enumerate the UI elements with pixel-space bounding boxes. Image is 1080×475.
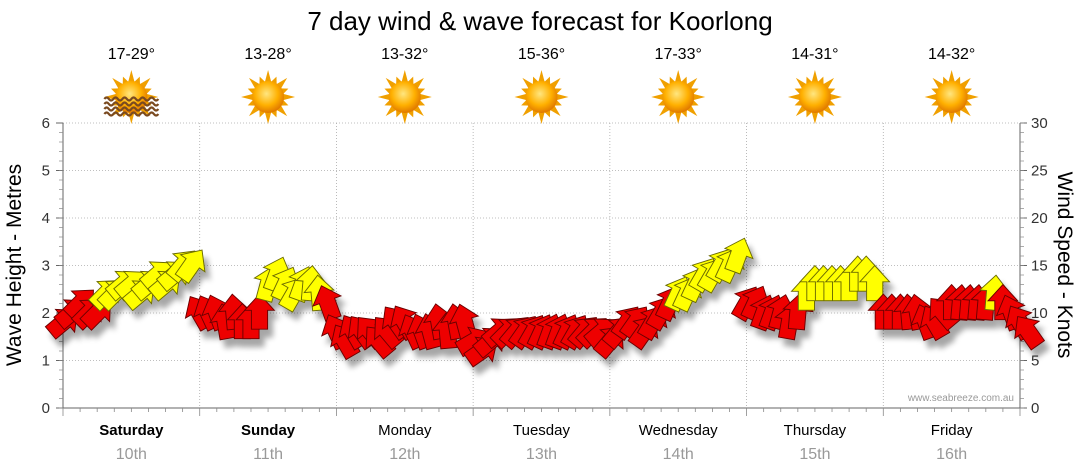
sun-ray [692,93,706,101]
left-tick-label: 5 [42,163,50,180]
sun-ray [948,111,955,124]
left-axis-title: Wave Height - Metres [3,164,26,366]
sun-icon [651,70,706,124]
sun-ray [651,93,664,101]
day-temperature: 15-36° [518,46,565,63]
sun-ray [419,93,432,101]
wind-arrow [243,293,276,330]
sun-ray [514,93,527,101]
sun-ray [241,93,254,101]
sun-ray [811,70,819,83]
right-tick-label: 30 [1031,115,1048,132]
sun-haze-icon [103,70,160,124]
day-name-label: Monday [378,422,432,439]
sun-ray [282,93,296,101]
haze-line [103,96,160,102]
day-temperature: 14-32° [928,46,975,63]
day-name-label: Friday [931,422,973,439]
right-axis-ticks: 0 5 10 15 20 25 30 [1020,115,1048,417]
sun-disc [525,81,558,113]
sun-ray [264,70,272,83]
sun-ray [538,70,545,83]
sun-disc [935,81,968,113]
haze-line [103,106,160,112]
day-date-label: 10th [116,446,147,463]
day-name-label: Wednesday [639,422,718,439]
sun-ray [948,70,955,83]
day-temperature: 17-29° [108,46,155,63]
grid [63,122,1020,408]
right-tick-label: 15 [1031,258,1048,275]
day-name-label: Thursday [784,422,847,439]
day-weather-header: 17-29° 13-28° 13-32° 15-36° 17-33° 14-31° 14-3… [103,46,979,124]
sun-disc [798,81,831,113]
wind-arrow [1014,315,1046,351]
right-tick-label: 25 [1031,163,1048,180]
sun-icon [241,70,296,124]
sun-ray [264,111,272,124]
sun-ray [538,111,545,124]
right-tick-label: 20 [1031,210,1048,227]
day-date-label: 15th [799,446,830,463]
sun-ray [377,93,391,101]
sun-ray [787,93,801,101]
wind-arrow [312,285,343,323]
day-temperature: 13-28° [244,46,291,63]
sun-ray [674,111,682,124]
left-tick-label: 4 [42,210,50,227]
sun-ray [401,70,409,83]
day-labels: Saturday 10th Sunday 11th Monday 12th Tuesday 1… [99,422,973,463]
day-name-label: Sunday [241,422,296,439]
day-date-label: 13th [526,446,557,463]
day-temperature: 17-33° [655,46,702,63]
right-tick-label: 0 [1031,400,1039,417]
sun-ray [811,111,819,124]
day-date-label: 16th [936,446,967,463]
left-tick-label: 2 [42,305,50,322]
wind-arrow [174,249,206,285]
day-date-label: 11th [253,446,283,463]
left-axis-ticks: 0 1 2 3 4 5 6 [42,115,63,417]
sun-ray [128,70,135,83]
sun-ray [966,93,979,101]
sun-ray [401,111,409,124]
right-tick-label: 10 [1031,305,1048,322]
wind-arrow [723,237,754,275]
sun-disc [388,81,421,113]
left-tick-label: 1 [42,353,50,370]
right-tick-label: 5 [1031,353,1039,370]
day-date-label: 14th [663,446,694,463]
day-temperature: 13-32° [381,46,428,63]
left-tick-label: 3 [42,258,50,275]
haze-line [103,111,160,117]
sun-icon [787,70,842,124]
chart-title: 7 day wind & wave forecast for Koorlong [307,6,772,36]
sun-icon [514,70,569,124]
sun-ray [924,93,938,101]
sun-ray [674,70,682,83]
credit-text: www.seabreeze.com.au [907,393,1014,404]
left-tick-label: 6 [42,115,50,132]
left-tick-label: 0 [42,400,50,417]
right-axis-title: Wind Speed - Knots [1053,172,1076,359]
sun-ray [829,93,842,101]
sun-ray [556,93,569,101]
day-name-label: Saturday [99,422,164,439]
sun-disc [252,81,285,113]
day-temperature: 14-31° [791,46,838,63]
haze-line [103,101,160,107]
day-date-label: 12th [389,446,420,463]
day-name-label: Tuesday [513,422,570,439]
sun-disc [662,81,695,113]
sun-icon [924,70,979,124]
sun-icon [377,70,432,124]
wind-arrows [44,237,1046,368]
